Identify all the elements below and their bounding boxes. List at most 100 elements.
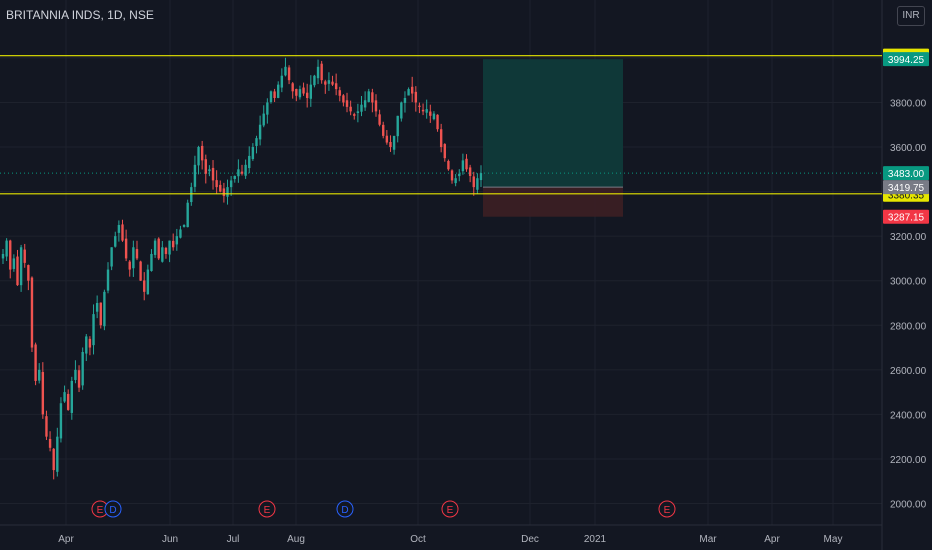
candle-body	[132, 247, 135, 269]
price-tags: 4010.003994.253483.003380.353419.753287.…	[883, 48, 929, 224]
profit-zone[interactable]	[483, 59, 623, 188]
candle-body	[468, 167, 472, 176]
candle-body	[74, 369, 77, 380]
candle-body	[367, 91, 370, 102]
candle-body	[316, 66, 320, 79]
y-tick-label: 2800.00	[890, 321, 927, 332]
position-zones[interactable]	[0, 59, 882, 217]
candle-body	[280, 75, 284, 88]
price-tag-label: 3380.35	[888, 191, 925, 202]
candle-body	[385, 135, 389, 143]
x-tick-label: Aug	[287, 534, 305, 545]
candle-body	[439, 129, 443, 148]
candle-body	[342, 95, 345, 103]
horizontal-levels[interactable]	[0, 55, 882, 195]
candle-body	[269, 91, 273, 103]
candle-body	[284, 66, 287, 76]
candle-body	[338, 90, 341, 96]
candle-body	[320, 63, 323, 81]
y-tick-label: 2600.00	[890, 366, 927, 377]
earnings-marker[interactable]: E	[91, 500, 109, 518]
candle-body	[27, 265, 30, 281]
candle-body	[472, 176, 475, 188]
candle-body	[59, 403, 63, 439]
candle-body	[208, 169, 211, 172]
earnings-marker[interactable]: E	[258, 500, 276, 518]
candle-body	[171, 240, 175, 248]
candle-body	[262, 113, 265, 126]
candle-body	[9, 240, 12, 270]
candle-body	[117, 225, 121, 233]
dividend-marker[interactable]: D	[336, 500, 354, 518]
event-marker-label: E	[264, 505, 271, 516]
candle-body	[45, 416, 48, 437]
candle-body	[476, 178, 479, 190]
candle-body	[150, 253, 153, 272]
candle-body	[414, 91, 418, 103]
candle-body	[360, 104, 363, 112]
candle-body	[447, 160, 450, 170]
candle-body	[219, 184, 222, 192]
symbol-title: BRITANNIA INDS, 1D, NSE	[6, 8, 154, 22]
y-tick-label: 3000.00	[890, 277, 927, 288]
x-tick-label: Jun	[162, 534, 178, 545]
candle-body	[425, 109, 428, 113]
candle-body	[41, 372, 45, 415]
candle-body	[479, 173, 483, 181]
candle-body	[255, 138, 258, 146]
candlestick-series	[1, 57, 483, 480]
candle-body	[331, 81, 334, 85]
price-tag-box	[883, 166, 929, 181]
price-tag: 3483.00	[883, 166, 929, 181]
candle-body	[1, 253, 5, 259]
y-tick-label: 2400.00	[890, 410, 927, 421]
candle-body	[5, 240, 8, 257]
candle-body	[77, 370, 81, 388]
candle-body	[103, 291, 106, 327]
candle-body	[85, 336, 88, 354]
candle-body	[349, 106, 352, 112]
event-marker-label: E	[97, 505, 104, 516]
candle-body	[48, 438, 52, 448]
candle-body	[193, 164, 197, 187]
event-marker-circle	[258, 500, 276, 518]
candle-body	[374, 100, 378, 112]
price-tag-box	[883, 180, 929, 195]
candle-body	[92, 314, 95, 346]
candle-body	[121, 224, 124, 241]
candle-body	[19, 247, 23, 286]
candle-body	[157, 238, 160, 259]
time-axis[interactable]: Apr Jun Jul Aug Oct Dec 2021 Mar Apr May	[58, 534, 842, 545]
earnings-marker[interactable]: E	[658, 500, 676, 518]
candle-body	[179, 229, 182, 238]
price-tag: 3419.75	[883, 180, 929, 195]
candle-body	[287, 67, 291, 81]
event-marker-label: D	[109, 505, 116, 516]
candle-body	[454, 178, 457, 184]
x-tick-label: Jul	[227, 534, 240, 545]
x-tick-label: Dec	[521, 534, 539, 545]
candle-body	[197, 147, 200, 166]
candle-body	[461, 160, 465, 172]
candle-body	[277, 84, 280, 98]
price-tag: 3287.15	[883, 209, 929, 224]
candle-body	[240, 171, 244, 174]
y-tick-label: 3200.00	[890, 232, 927, 243]
candle-body	[34, 344, 37, 381]
candle-body	[309, 84, 313, 99]
currency-badge[interactable]: INR	[897, 6, 925, 26]
candle-body	[12, 258, 16, 269]
loss-zone[interactable]	[483, 187, 623, 217]
candle-body	[378, 114, 381, 125]
candle-body	[70, 380, 74, 413]
candle-body	[114, 236, 117, 247]
x-tick-label: Oct	[410, 534, 426, 545]
candle-body	[66, 393, 70, 410]
chart-grid	[0, 0, 883, 550]
dividend-marker[interactable]: D	[104, 500, 122, 518]
candle-body	[382, 124, 385, 136]
earnings-marker[interactable]: E	[441, 500, 459, 518]
candle-body	[88, 338, 92, 348]
